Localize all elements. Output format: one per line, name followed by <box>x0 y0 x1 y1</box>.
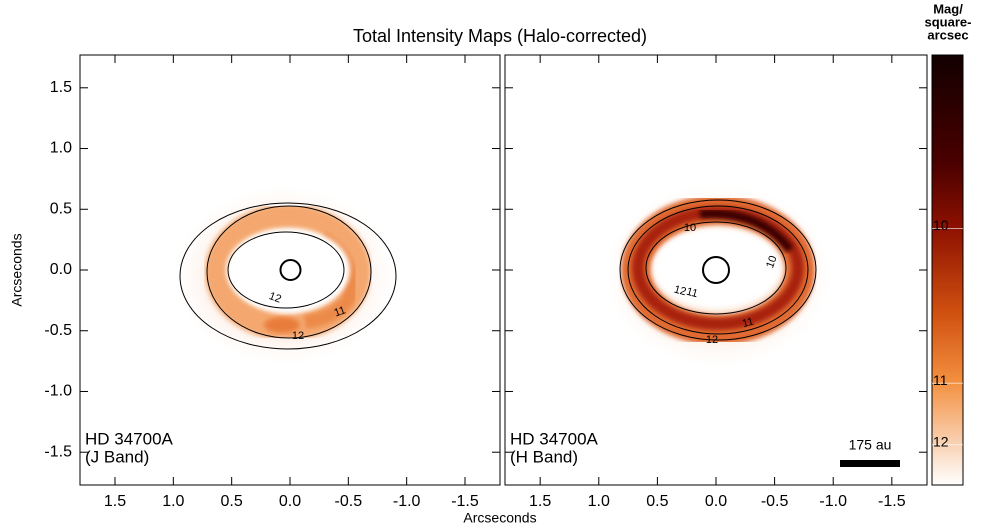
x-axis-label: Arcseconds <box>463 510 536 526</box>
y-axis-label: Arcseconds <box>9 233 25 306</box>
contour-label: 12 <box>673 284 688 299</box>
scale-bar-label: 175 au <box>849 437 892 453</box>
contour-label: 12 <box>706 334 718 346</box>
x-tick-label: -1.5 <box>451 493 479 510</box>
contour-label: 11 <box>685 286 699 301</box>
x-tick-label: -0.5 <box>335 493 363 510</box>
x-tick-label: 1.5 <box>529 493 551 510</box>
y-tick-label: 0.0 <box>50 261 72 278</box>
x-tick-label: 0.5 <box>221 493 243 510</box>
x-tick-label: -1.0 <box>819 493 847 510</box>
y-tick-label: 0.5 <box>50 200 72 217</box>
h-band-image <box>600 180 900 467</box>
j-band-image <box>170 183 400 367</box>
colorbar-label: Mag/ <box>933 1 963 16</box>
contour-label: 12 <box>267 290 283 305</box>
x-tick-label: 0.0 <box>705 493 727 510</box>
panel-label: (H Band) <box>510 447 578 466</box>
y-tick-label: 1.0 <box>50 140 72 157</box>
x-tick-label: -1.0 <box>393 493 421 510</box>
x-tick-label: -1.5 <box>878 493 906 510</box>
colorbar-tick-label: 11 <box>933 372 948 388</box>
y-tick-label: 1.5 <box>50 79 72 96</box>
x-tick-label: 1.5 <box>104 493 126 510</box>
contour-label: 11 <box>333 304 348 319</box>
panel-label: HD 34700A <box>510 429 599 448</box>
x-tick-label: 0.0 <box>279 493 301 510</box>
colorbar-label: square- <box>925 14 972 29</box>
contour-label: 11 <box>741 316 755 331</box>
x-tick-label: -0.5 <box>761 493 789 510</box>
y-tick-label: -0.5 <box>44 322 72 339</box>
x-tick-label: 1.0 <box>162 493 184 510</box>
y-tick-label: -1.5 <box>44 443 72 460</box>
colorbar-label: arcsec <box>927 27 968 42</box>
colorbar-tick-label: 12 <box>933 434 949 450</box>
x-tick-label: 0.5 <box>646 493 668 510</box>
colorbar <box>931 54 964 486</box>
x-tick-label: 1.0 <box>588 493 610 510</box>
panel-label: HD 34700A <box>85 429 174 448</box>
contour-label: 10 <box>684 222 696 234</box>
colorbar-tick-label: 10 <box>933 217 949 233</box>
title: Total Intensity Maps (Halo-corrected) <box>353 26 647 46</box>
contour-label: 10 <box>764 254 779 270</box>
y-tick-label: -1.0 <box>44 383 72 400</box>
panel-label: (J Band) <box>85 447 149 466</box>
contour-label: 12 <box>292 330 304 342</box>
